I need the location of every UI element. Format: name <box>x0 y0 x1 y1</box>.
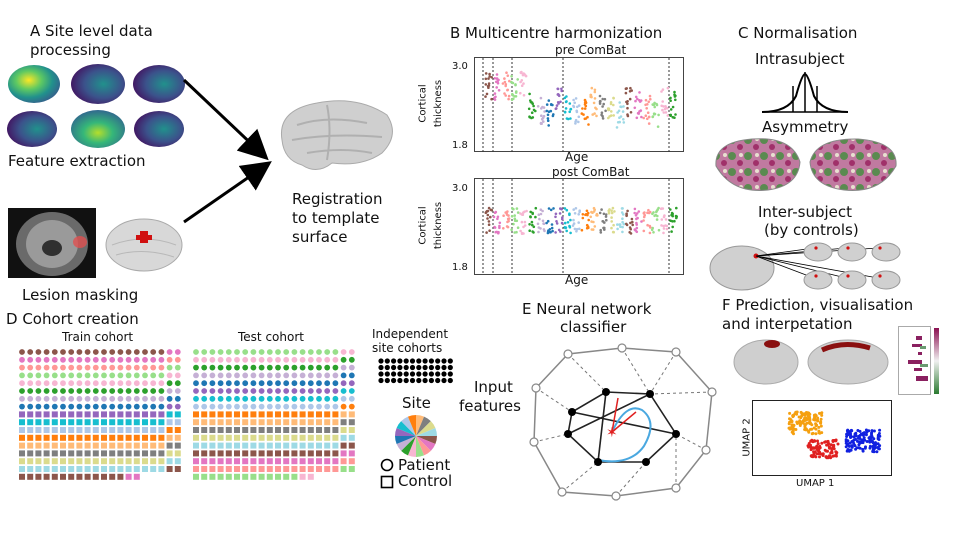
input-features-line2: features <box>459 397 521 415</box>
post-ylabel-line2: thickness <box>433 201 445 250</box>
feature-brain-maps <box>7 64 185 148</box>
neural-network-diagram: ✶ <box>529 343 717 501</box>
registration-line2: to template <box>292 209 380 227</box>
mri-slice-image <box>8 208 96 278</box>
feature-extraction-label: Feature extraction <box>8 152 146 170</box>
site-pie-chart <box>395 415 437 457</box>
test-cohort-grid <box>193 349 355 480</box>
input-features-line1: Input <box>474 378 513 396</box>
independent-cohort-dots <box>378 358 453 384</box>
panel-e-title-line2: classifier <box>560 318 627 336</box>
pre-xlabel: Age <box>565 150 589 164</box>
patient-label: Patient <box>398 456 451 474</box>
patient-circle-icon <box>380 458 394 472</box>
umap-scatter <box>787 410 882 460</box>
panel-c-title: C Normalisation <box>738 24 858 42</box>
independent-line1: Independent <box>372 327 449 341</box>
interpretation-bar-plot <box>898 326 939 395</box>
test-cohort-label: Test cohort <box>238 330 304 344</box>
pre-combat-plot <box>474 57 684 153</box>
template-brain <box>280 100 393 170</box>
post-ytick-top: 3.0 <box>452 183 468 194</box>
control-label: Control <box>398 472 453 490</box>
lesion-masking-label: Lesion masking <box>22 286 139 304</box>
intersubject-brains <box>709 242 901 291</box>
panel-a-title-line1: A Site level data <box>30 22 153 40</box>
pre-ylabel-line2: thickness <box>433 79 445 128</box>
pre-combat-title: pre ComBat <box>555 43 627 57</box>
post-ylabel-line1: Cortical <box>417 206 429 245</box>
intersubject-line1: Inter-subject <box>758 203 853 221</box>
umap-y-label: UMAP 2 <box>741 418 753 457</box>
pre-ylabel-line1: Cortical <box>417 84 429 123</box>
pre-ytick-top: 3.0 <box>452 61 468 72</box>
panel-d-title: D Cohort creation <box>6 310 139 328</box>
independent-line2: site cohorts <box>372 341 443 355</box>
registration-line3: surface <box>292 228 348 246</box>
arrows-to-template <box>182 78 272 224</box>
gaussian-curve-icon <box>761 72 849 113</box>
panel-f-title-line2: and interpetation <box>722 315 853 333</box>
control-square-icon <box>380 475 394 489</box>
registration-line1: Registration <box>292 190 383 208</box>
prediction-brains <box>733 339 889 385</box>
train-cohort-label: Train cohort <box>62 330 134 344</box>
umap-plot <box>752 400 892 476</box>
umap-x-label: UMAP 1 <box>796 478 835 489</box>
site-label: Site <box>402 394 431 412</box>
train-cohort-grid <box>19 349 181 480</box>
lesion-brain <box>105 218 183 272</box>
panel-a-title-line2: processing <box>30 41 111 59</box>
post-combat-title: post ComBat <box>552 165 630 179</box>
pre-ytick-bottom: 1.8 <box>452 140 468 151</box>
panel-e-title-line1: E Neural network <box>522 300 652 318</box>
post-xlabel: Age <box>565 273 589 287</box>
post-combat-scatter <box>482 179 678 274</box>
panel-f-title-line1: F Prediction, visualisation <box>722 296 914 314</box>
post-ytick-bottom: 1.8 <box>452 262 468 273</box>
pre-combat-scatter <box>482 58 677 153</box>
asymmetry-label: Asymmetry <box>762 118 849 136</box>
intersubject-line2: (by controls) <box>764 221 859 239</box>
svg-text:✶: ✶ <box>606 425 618 441</box>
post-combat-plot <box>474 178 684 275</box>
asymmetry-brains <box>715 138 897 191</box>
intrasubject-label: Intrasubject <box>755 50 845 68</box>
panel-b-title: B Multicentre harmonization <box>450 24 663 42</box>
